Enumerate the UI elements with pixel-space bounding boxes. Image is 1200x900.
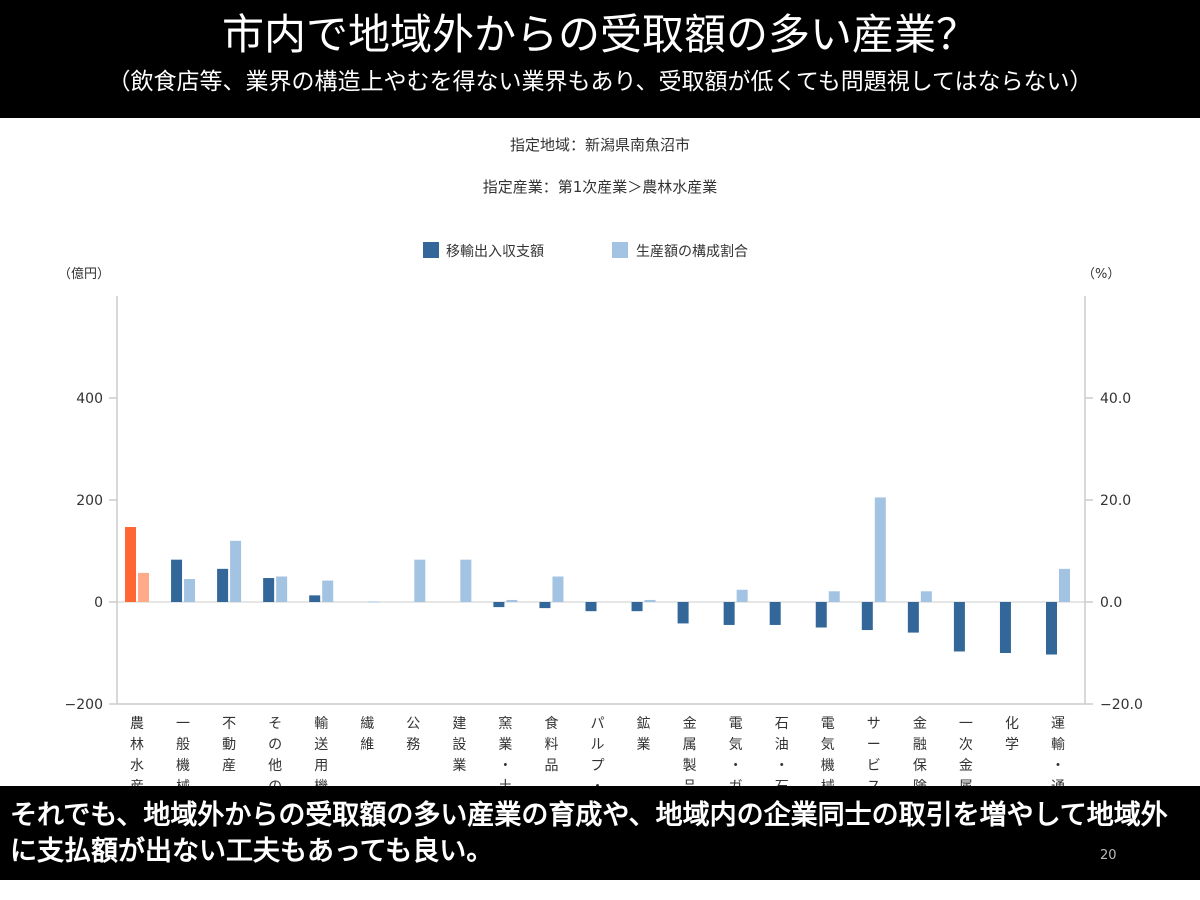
legend-swatch-production-share [612, 242, 628, 258]
bar-production-share [1059, 568, 1070, 602]
bar-production-share [368, 601, 380, 603]
right-tick-label: 40.0 [1100, 391, 1131, 407]
right-axis-unit: （%） [1082, 267, 1120, 282]
category-label: 金融保険 [913, 716, 927, 786]
bar-payments [723, 602, 735, 625]
page-number: 20 [1100, 848, 1117, 863]
bar-payments [953, 602, 965, 652]
slide-subtitle: （飲食店等、業界の構造上やむを得ない業界もあり、受取額が低くても問題視してはなら… [107, 69, 1093, 95]
left-tick-label: 400 [76, 391, 103, 407]
category-label: その他の [268, 716, 282, 786]
left-tick-label: −200 [65, 697, 103, 713]
bar-production-share [920, 591, 932, 602]
bar-production-share [184, 579, 196, 602]
right-tick-label: 20.0 [1100, 493, 1131, 509]
bar-payments [907, 602, 919, 633]
bar-payments [539, 602, 551, 609]
bar-payments [125, 527, 136, 602]
bar-production-share [276, 576, 288, 602]
right-tick-label: 0.0 [1100, 595, 1122, 611]
legend: 移輸出入収支額 生産額の構成割合 [423, 242, 748, 260]
category-label: サービス [867, 716, 881, 786]
left-axis-unit: （億円） [58, 266, 110, 282]
left-tick-label: 0 [94, 595, 103, 611]
bar-payments [263, 578, 275, 602]
bar-payments [309, 595, 321, 602]
bar-payments [217, 568, 229, 602]
category-label: 電気機械 [821, 716, 835, 786]
category-label: 一般機械 [176, 716, 190, 786]
bar-production-share [828, 591, 840, 602]
bar-production-share [736, 589, 748, 602]
category-label: 金属製品 [683, 716, 697, 786]
left-tick-label: 200 [76, 493, 103, 509]
bar-production-share [460, 559, 472, 602]
bar-payments [861, 602, 873, 631]
bar-production-share [322, 580, 334, 602]
chart: 指定地域：新潟県南魚沼市 指定産業：第1次産業＞農林水産業 移輸出入収支額 生産… [58, 136, 1143, 786]
bar-payments [999, 602, 1011, 653]
category-label: 公務 [406, 716, 420, 753]
category-label: 一次金属 [959, 716, 973, 786]
chart-subtitle: 指定産業：第1次産業＞農林水産業 [483, 178, 718, 196]
bar-payments [493, 602, 505, 608]
bar-production-share [414, 559, 426, 602]
category-label: 不動産 [222, 716, 236, 774]
bar-payments [171, 559, 183, 602]
title-bar: 市内で地域外からの受取額の多い産業？ （飲食店等、業界の構造上やむを得ない業界も… [0, 0, 1200, 118]
category-label: 輸送用機 [314, 716, 328, 786]
bar-payments [1046, 602, 1057, 655]
legend-label-production-share: 生産額の構成割合 [636, 243, 748, 260]
legend-label-payments: 移輸出入収支額 [446, 244, 544, 260]
bar-production-share [874, 497, 886, 602]
right-tick-label: −20.0 [1100, 697, 1143, 713]
category-label: 食料品 [544, 715, 558, 774]
category-label: パルプ・ [591, 716, 605, 786]
category-label: 電気・ガ [729, 716, 743, 786]
bar-payments [769, 602, 781, 625]
bar-payments [677, 602, 689, 624]
category-label: 繊維 [360, 716, 374, 753]
bar-payments [815, 602, 827, 628]
bottom-message-box: それでも、地域外からの受取額の多い産業の育成や、地域内の企業同士の取引を増やして… [0, 786, 1200, 880]
chart-title: 指定地域：新潟県南魚沼市 [510, 136, 690, 154]
category-label: 運輸・通 [1051, 716, 1065, 786]
category-label: 農林水産 [130, 716, 144, 786]
category-label: 鉱業 [637, 715, 651, 753]
bar-payments [585, 602, 597, 612]
category-label: 建設業 [452, 716, 466, 774]
bar-production-share [506, 599, 518, 602]
slide-title: 市内で地域外からの受取額の多い産業？ [221, 10, 978, 59]
category-labels: 農林水産一般機械不動産その他の輸送用機繊維公務建設業窯業・土食料品パルプ・鉱業金… [130, 715, 1065, 786]
bars [125, 497, 1070, 655]
legend-swatch-payments [423, 242, 439, 258]
category-label: 窯業・土 [498, 715, 512, 786]
bar-production-share [138, 572, 149, 602]
bar-production-share [230, 540, 242, 602]
axes: −200 0 200 400 −20.0 0.0 20.0 40.0 [65, 296, 1143, 713]
category-label: 化学 [1005, 716, 1019, 753]
bar-payments [631, 602, 643, 612]
category-label: 石油・石 [775, 716, 789, 786]
bottom-message: それでも、地域外からの受取額の多い産業の育成や、地域内の企業同士の取引を増やして… [10, 800, 1168, 867]
bar-production-share [552, 576, 564, 602]
bar-production-share [644, 599, 656, 602]
